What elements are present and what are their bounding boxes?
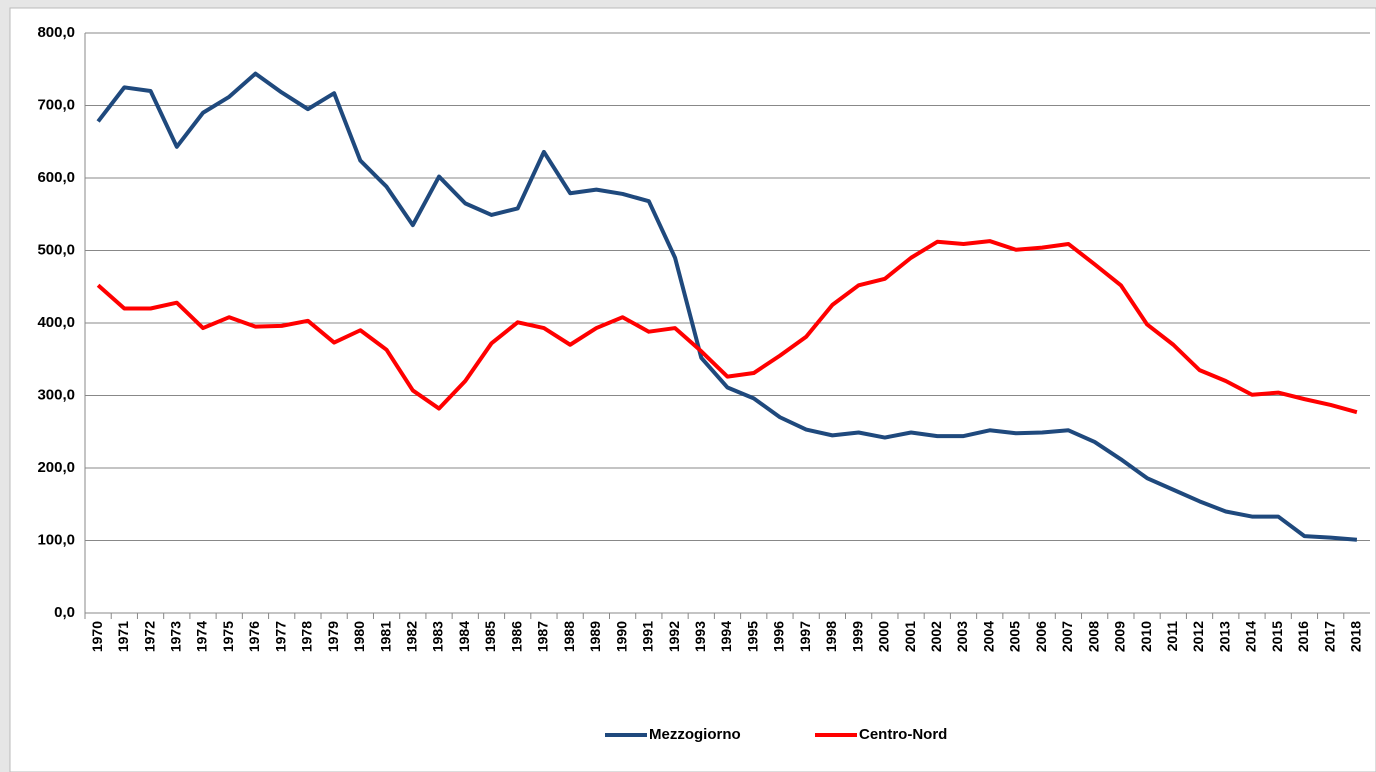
y-tick-label: 500,0 xyxy=(37,241,75,258)
x-tick-label: 1973 xyxy=(167,621,183,652)
x-tick-label: 1985 xyxy=(482,621,498,652)
x-tick-label: 1993 xyxy=(692,621,708,652)
x-tick-label: 1981 xyxy=(377,621,393,652)
x-tick-label: 1982 xyxy=(404,621,420,652)
x-tick-label: 2014 xyxy=(1243,621,1259,652)
x-tick-label: 1995 xyxy=(744,621,760,652)
x-tick-label: 1970 xyxy=(89,621,105,652)
x-tick-label: 1980 xyxy=(351,621,367,652)
x-tick-label: 1972 xyxy=(141,621,157,652)
x-tick-label: 2010 xyxy=(1138,621,1154,652)
x-tick-label: 1988 xyxy=(561,621,577,652)
x-tick-label: 1974 xyxy=(194,621,210,652)
x-tick-label: 1975 xyxy=(220,621,236,652)
y-tick-label: 400,0 xyxy=(37,314,75,331)
y-tick-label: 100,0 xyxy=(37,531,75,548)
x-tick-label: 1994 xyxy=(718,621,734,652)
line-series xyxy=(96,239,1358,415)
x-tick-label: 1971 xyxy=(115,621,131,652)
x-tick-label: 2007 xyxy=(1059,621,1075,652)
x-tick-label: 1977 xyxy=(272,621,288,652)
x-tick-label: 1986 xyxy=(508,621,524,652)
x-tick-label: 1998 xyxy=(823,621,839,652)
x-tick-label: 1989 xyxy=(587,621,603,652)
x-tick-label: 1987 xyxy=(535,621,551,652)
x-tick-label: 2000 xyxy=(876,621,892,652)
x-tick-label: 1992 xyxy=(666,621,682,652)
x-tick-label: 1997 xyxy=(797,621,813,652)
x-tick-label: 2016 xyxy=(1295,621,1311,652)
chart-frame xyxy=(9,7,1376,772)
y-tick-label: 800,0 xyxy=(37,24,75,41)
x-tick-label: 2001 xyxy=(902,621,918,652)
x-tick-label: 2012 xyxy=(1190,621,1206,652)
x-tick-label: 2018 xyxy=(1348,621,1364,652)
y-tick-label: 0,0 xyxy=(54,604,75,621)
x-tick-label: 2017 xyxy=(1321,621,1337,652)
x-tick-label: 2003 xyxy=(954,621,970,652)
x-tick-label: 2002 xyxy=(928,621,944,652)
x-tick-label: 2005 xyxy=(1007,621,1023,652)
x-tick-label: 1978 xyxy=(299,621,315,652)
y-tick-label: 300,0 xyxy=(37,386,75,403)
y-tick-label: 200,0 xyxy=(37,459,75,476)
x-tick-label: 1991 xyxy=(640,621,656,652)
x-tick-label: 2004 xyxy=(980,621,996,652)
x-tick-label: 1983 xyxy=(430,621,446,652)
x-tick-label: 2015 xyxy=(1269,621,1285,652)
x-tick-label: 1979 xyxy=(325,621,341,652)
x-tick-label: 1996 xyxy=(771,621,787,652)
x-tick-label: 2013 xyxy=(1216,621,1232,652)
x-tick-label: 1990 xyxy=(613,621,629,652)
x-tick-label: 2011 xyxy=(1164,621,1180,652)
legend-label: Mezzogiorno xyxy=(649,726,741,743)
y-tick-label: 600,0 xyxy=(37,169,75,186)
x-tick-label: 1976 xyxy=(246,621,262,652)
legend-label: Centro-Nord xyxy=(859,726,947,743)
x-tick-label: 2008 xyxy=(1085,621,1101,652)
y-tick-label: 700,0 xyxy=(37,96,75,113)
x-tick-label: 2009 xyxy=(1112,621,1128,652)
line-series xyxy=(96,71,1358,542)
x-tick-label: 2006 xyxy=(1033,621,1049,652)
x-tick-label: 1984 xyxy=(456,621,472,652)
x-tick-label: 1999 xyxy=(849,621,865,652)
